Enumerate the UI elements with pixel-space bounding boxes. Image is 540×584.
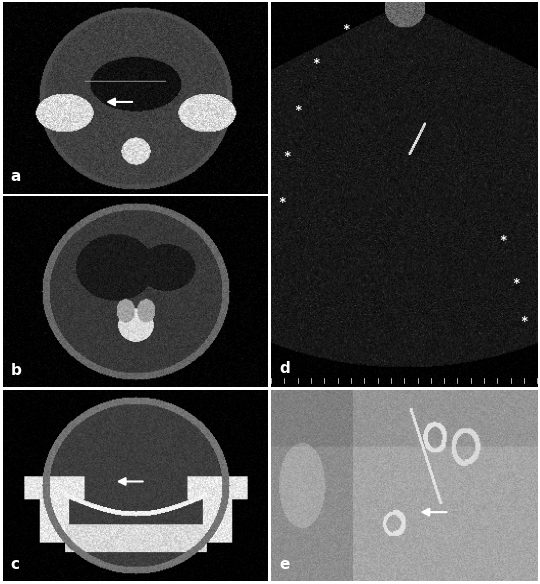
Text: e: e <box>279 557 289 572</box>
Text: d: d <box>279 361 290 376</box>
Text: b: b <box>11 363 22 378</box>
Text: *: * <box>342 23 349 36</box>
Text: a: a <box>11 169 21 185</box>
Text: c: c <box>11 557 19 572</box>
Text: *: * <box>278 196 286 209</box>
Text: *: * <box>499 234 507 248</box>
Text: *: * <box>520 315 528 328</box>
Text: *: * <box>284 150 291 163</box>
Text: *: * <box>512 277 520 290</box>
Text: *: * <box>294 103 301 117</box>
Text: *: * <box>313 57 320 71</box>
